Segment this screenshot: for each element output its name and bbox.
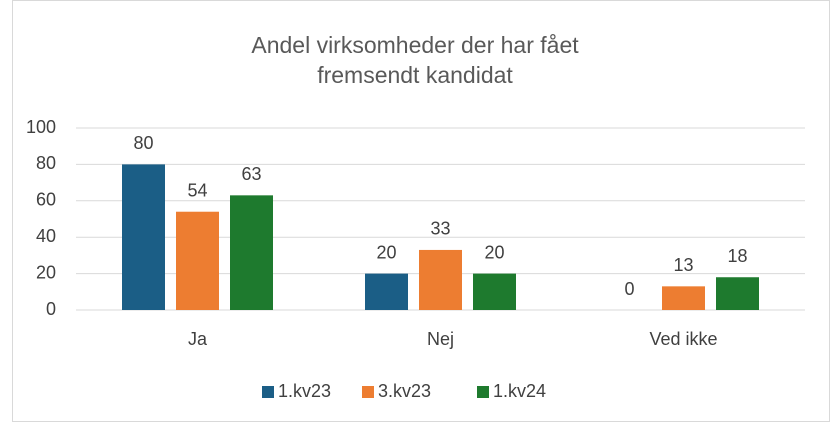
bar [365, 273, 408, 310]
chart-title: Andel virksomheder der har fået fremsend… [251, 32, 579, 88]
legend-label: 1.kv23 [278, 381, 331, 401]
data-label: 20 [376, 242, 396, 262]
bar [716, 277, 759, 310]
legend-label: 1.kv24 [493, 381, 546, 401]
bar [419, 249, 462, 310]
bar [473, 273, 516, 310]
y-tick-label: 40 [36, 226, 56, 246]
data-label: 63 [241, 164, 261, 184]
bar [662, 286, 705, 310]
data-label: 33 [430, 219, 450, 239]
legend-swatch [362, 386, 374, 398]
y-tick-label: 20 [36, 262, 56, 282]
legend-label: 3.kv23 [378, 381, 431, 401]
bar [176, 211, 219, 310]
data-label: 54 [187, 180, 207, 200]
data-label: 20 [484, 242, 504, 262]
x-tick-label: Ved ikke [649, 329, 717, 349]
data-label: 80 [133, 133, 153, 153]
bar [122, 164, 165, 310]
y-tick-label: 100 [26, 117, 56, 137]
y-tick-label: 0 [46, 299, 56, 319]
x-tick-label: Ja [188, 329, 208, 349]
y-tick-label: 80 [36, 153, 56, 173]
x-tick-label: Nej [427, 329, 454, 349]
y-tick-label: 60 [36, 190, 56, 210]
data-label: 13 [673, 255, 693, 275]
legend-swatch [262, 386, 274, 398]
bar [230, 195, 273, 310]
data-label: 18 [727, 246, 747, 266]
data-label: 0 [624, 279, 634, 299]
legend-swatch [477, 386, 489, 398]
